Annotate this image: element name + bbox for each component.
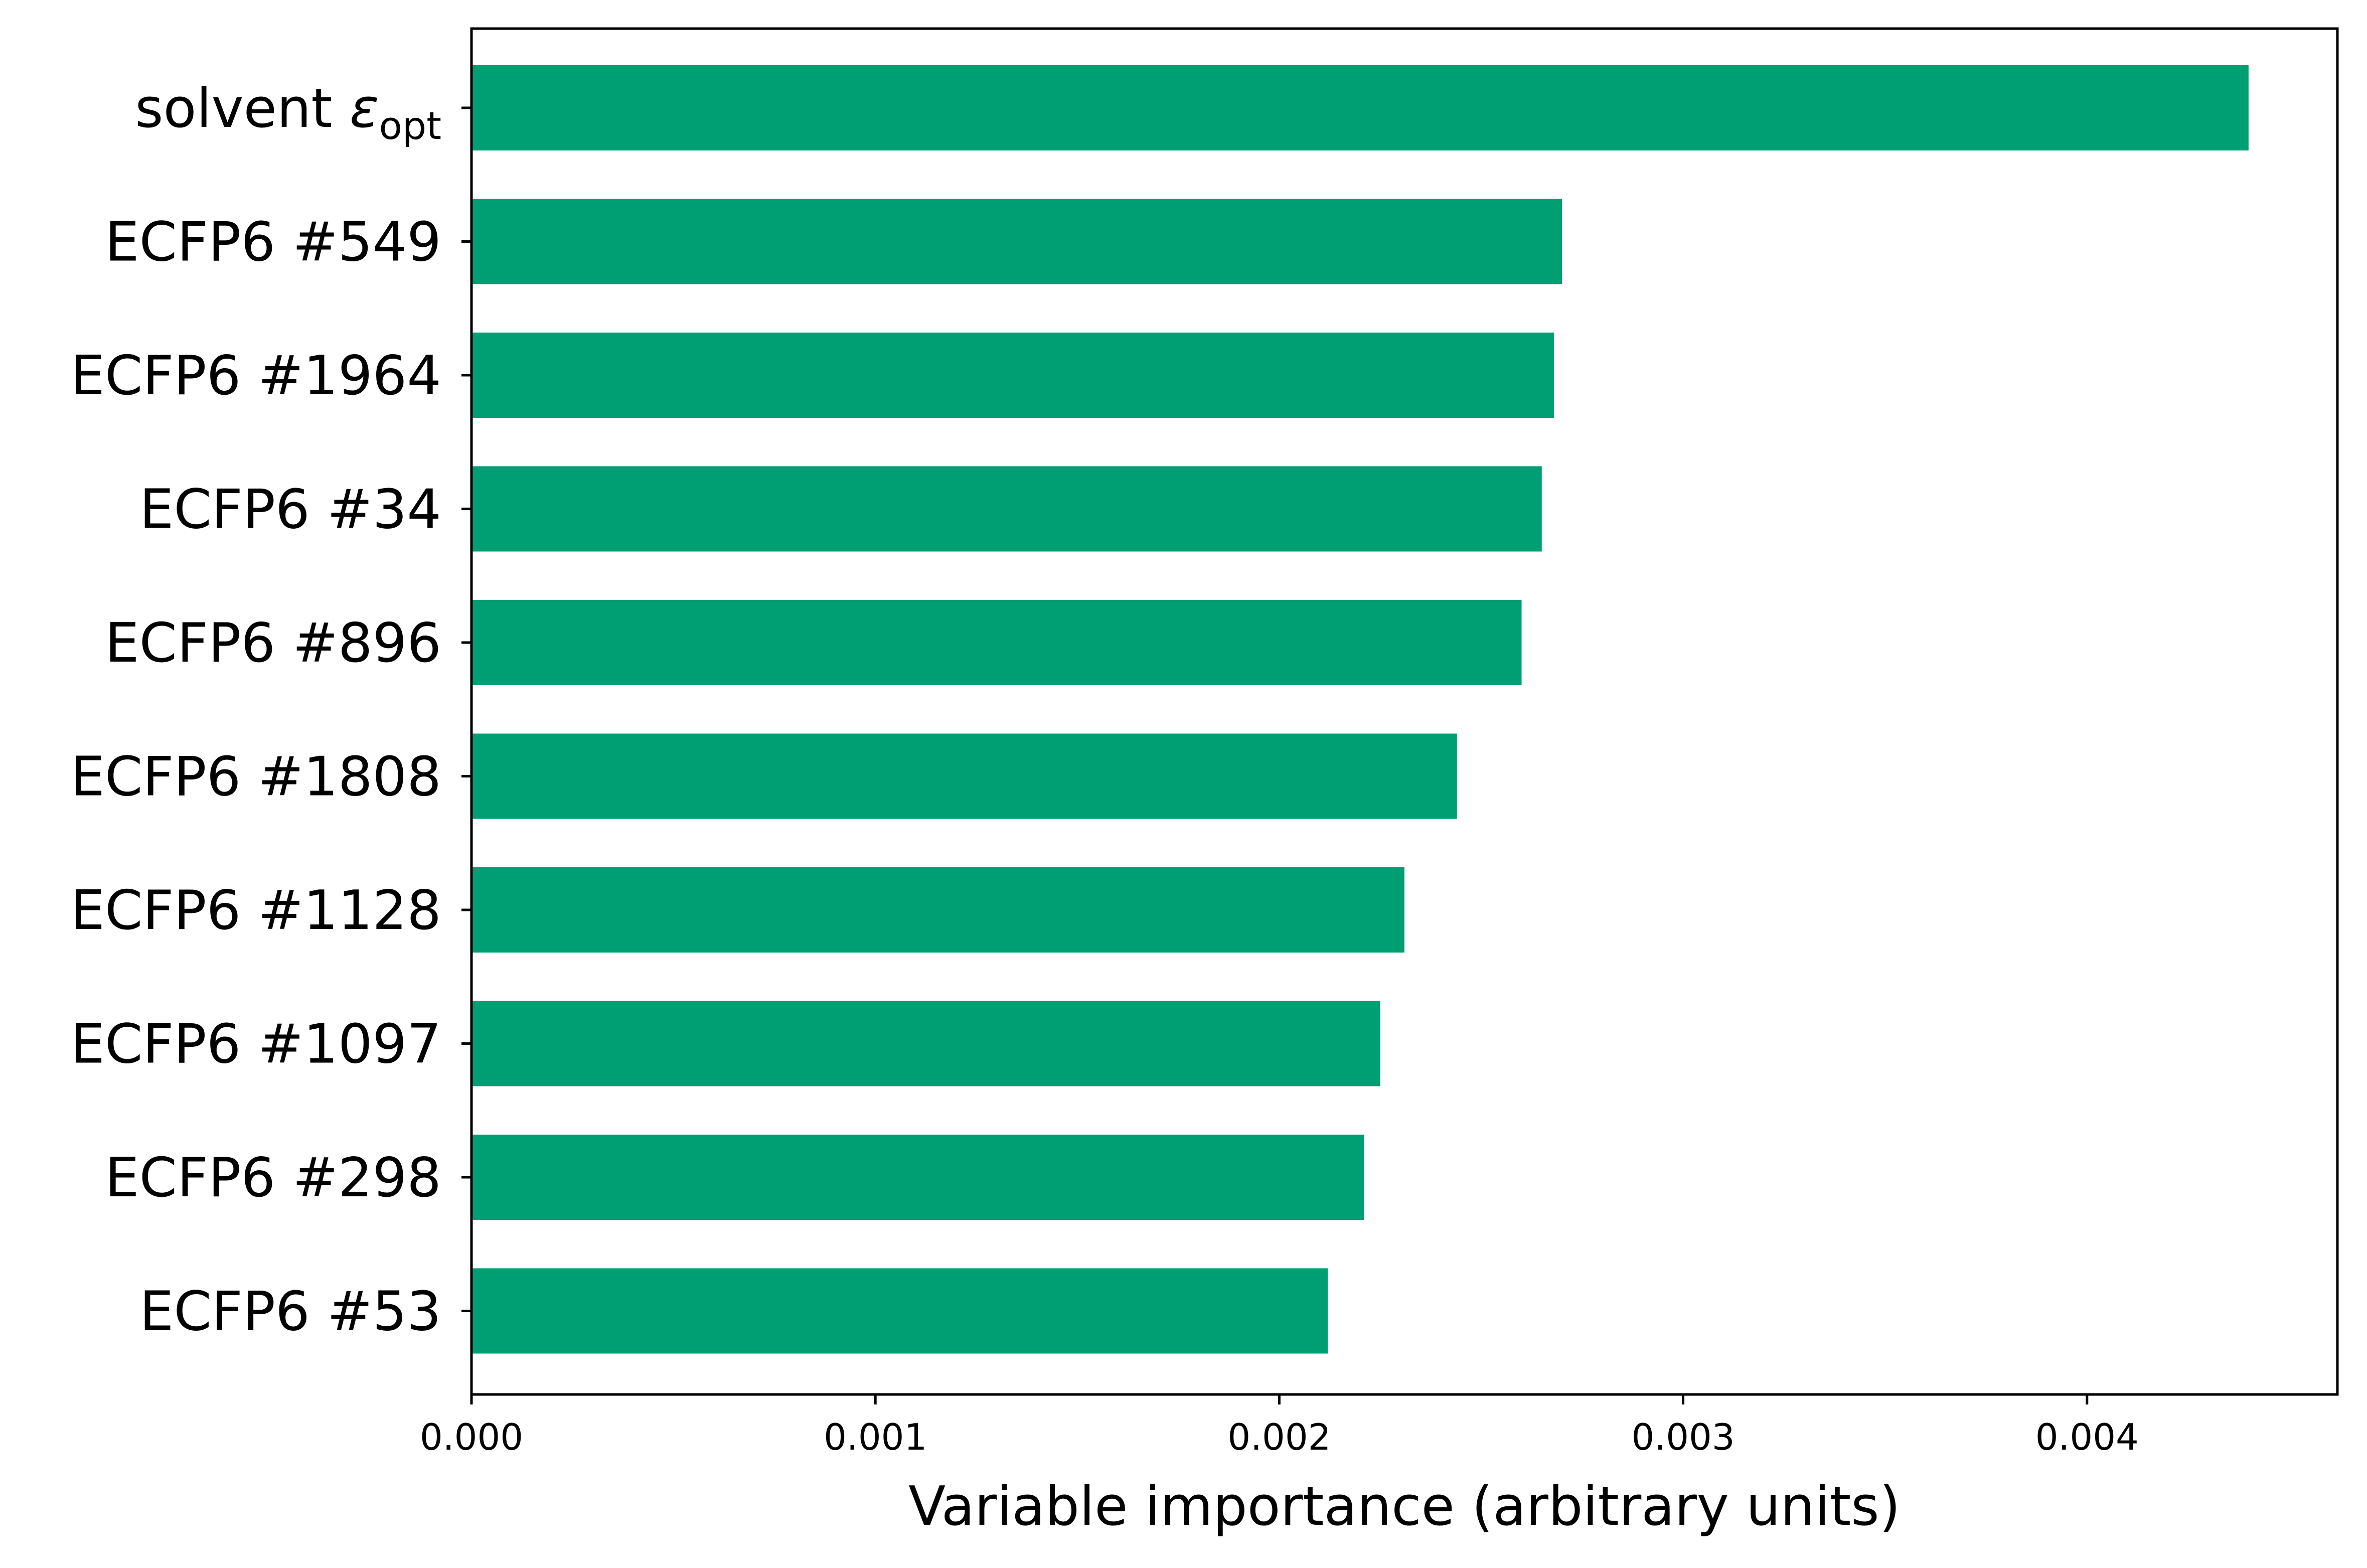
y-tick-label: ECFP6 #896 bbox=[105, 612, 441, 675]
y-tick-label: solvent εopt bbox=[135, 77, 441, 148]
bar-ecfp6-1964 bbox=[471, 333, 1554, 418]
y-tick-label: ECFP6 #1097 bbox=[71, 1013, 441, 1076]
bar-ecfp6-298 bbox=[471, 1135, 1364, 1220]
bars-group bbox=[471, 65, 2249, 1354]
y-axis-ticks: solvent εopt ECFP6 #549 ECFP6 #1964 ECFP6 #… bbox=[71, 77, 471, 1343]
bar-ecfp6-896 bbox=[471, 600, 1522, 685]
y-tick-label: ECFP6 #1964 bbox=[71, 345, 441, 407]
bar-ecfp6-1097 bbox=[471, 1001, 1380, 1086]
x-tick-label: 0.001 bbox=[824, 1416, 927, 1458]
x-axis-title: Variable importance (arbitrary units) bbox=[908, 1475, 1901, 1538]
bar-ecfp6-1128 bbox=[471, 867, 1404, 953]
bar-solvent-opt bbox=[471, 65, 2249, 150]
x-tick-label: 0.004 bbox=[2035, 1416, 2139, 1458]
y-tick-label: ECFP6 #34 bbox=[139, 479, 441, 541]
bar-ecfp6-34 bbox=[471, 466, 1542, 552]
bar-ecfp6-549 bbox=[471, 199, 1562, 284]
y-tick-label: ECFP6 #53 bbox=[139, 1281, 441, 1343]
y-tick-label: ECFP6 #1808 bbox=[71, 746, 441, 809]
x-tick-label: 0.002 bbox=[1227, 1416, 1331, 1458]
y-tick-label: ECFP6 #1128 bbox=[71, 879, 441, 942]
x-tick-label: 0.000 bbox=[420, 1416, 523, 1458]
x-axis-ticks: 0.000 0.001 0.002 0.003 0.004 bbox=[420, 1394, 2139, 1458]
y-tick-label: ECFP6 #549 bbox=[105, 211, 441, 274]
bar-ecfp6-53 bbox=[471, 1268, 1328, 1354]
plot-frame bbox=[470, 27, 2339, 1396]
y-tick-label: ECFP6 #298 bbox=[105, 1147, 441, 1209]
bar-ecfp6-1808 bbox=[471, 733, 1457, 819]
x-tick-label: 0.003 bbox=[1632, 1416, 1735, 1458]
